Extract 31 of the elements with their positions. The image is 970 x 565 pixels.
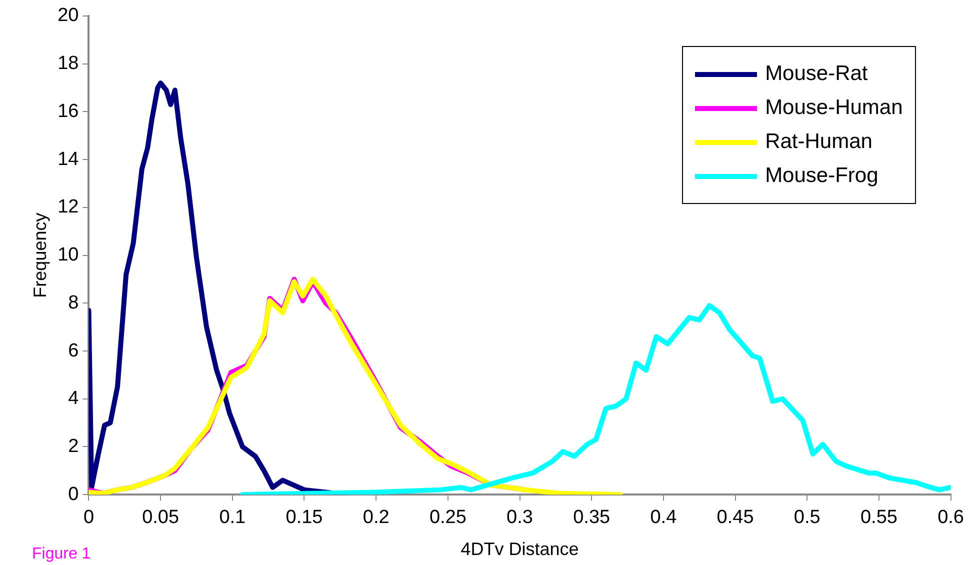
y-axis-title: Frequency bbox=[30, 212, 50, 298]
y-tick-label: 20 bbox=[58, 5, 79, 26]
y-tick-label: 4 bbox=[68, 388, 80, 410]
x-tick-label: 0.15 bbox=[286, 507, 323, 528]
y-tick-label: 6 bbox=[68, 340, 79, 362]
y-tick-label: 16 bbox=[58, 100, 79, 122]
x-tick-label: 0.1 bbox=[219, 507, 246, 528]
y-tick-label: 12 bbox=[58, 196, 79, 218]
legend-label: Mouse-Frog bbox=[765, 164, 878, 187]
x-tick-label: 0.55 bbox=[860, 507, 898, 528]
y-tick-label: 10 bbox=[58, 244, 79, 266]
caption: Figure 1 bbox=[32, 545, 91, 562]
x-tick-label: 0.4 bbox=[650, 507, 678, 528]
x-tick-label: 0 bbox=[83, 507, 94, 528]
y-tick-label: 2 bbox=[68, 436, 79, 457]
legend-label: Rat-Human bbox=[765, 130, 872, 153]
legend-label: Mouse-Human bbox=[765, 96, 903, 119]
x-tick-label: 0.5 bbox=[794, 507, 820, 528]
x-tick-label: 0.6 bbox=[938, 507, 964, 528]
x-tick-label: 0.25 bbox=[429, 507, 466, 528]
x-tick-label: 0.45 bbox=[716, 507, 754, 528]
y-tick-label: 14 bbox=[58, 148, 80, 170]
x-axis-title: 4DTv Distance bbox=[460, 539, 579, 560]
x-tick-label: 0.05 bbox=[142, 507, 180, 528]
x-tick-label: 0.3 bbox=[506, 507, 533, 528]
x-tick-label: 0.35 bbox=[573, 507, 610, 528]
legend-label: Mouse-Rat bbox=[765, 62, 868, 85]
y-tick-label: 18 bbox=[58, 53, 79, 74]
x-tick-label: 0.2 bbox=[362, 507, 390, 528]
y-tick-label: 8 bbox=[68, 292, 79, 314]
y-tick-label: 0 bbox=[68, 484, 79, 505]
